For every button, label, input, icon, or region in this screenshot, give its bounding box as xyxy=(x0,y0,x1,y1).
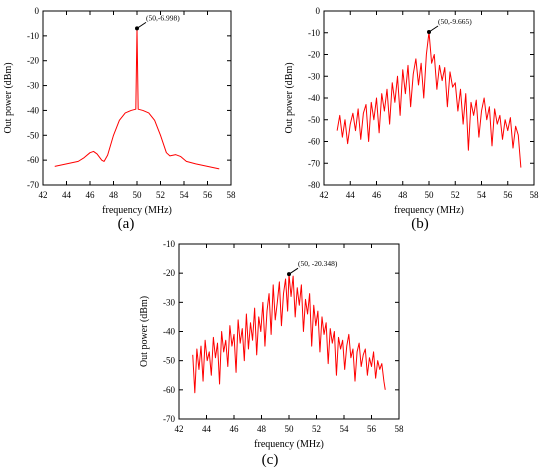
x-axis-label: frequency (MHz) xyxy=(394,205,464,216)
y-tick-label: -50 xyxy=(308,115,320,125)
annotation-arrow xyxy=(288,267,299,275)
x-tick-label: 58 xyxy=(530,190,540,200)
x-tick-label: 44 xyxy=(62,190,72,200)
x-tick-label: 52 xyxy=(156,190,165,200)
x-tick-label: 54 xyxy=(477,190,487,200)
x-tick-label: 48 xyxy=(257,424,267,434)
y-tick-label: -80 xyxy=(308,180,320,190)
annotation-label: (50, -20.348) xyxy=(298,259,338,268)
x-tick-label: 54 xyxy=(340,424,350,434)
x-tick-label: 56 xyxy=(367,424,377,434)
annotation-arrow xyxy=(136,21,147,29)
y-tick-label: -40 xyxy=(163,327,175,337)
x-tick-label: 52 xyxy=(312,424,321,434)
x-tick-label: 50 xyxy=(133,190,143,200)
y-tick-label: -30 xyxy=(27,81,39,91)
x-tick-label: 52 xyxy=(451,190,460,200)
x-tick-label: 42 xyxy=(320,190,329,200)
y-tick-label: -40 xyxy=(308,93,320,103)
x-axis-label: frequency (MHz) xyxy=(102,205,172,216)
y-tick-label: -10 xyxy=(308,28,320,38)
x-tick-label: 46 xyxy=(86,190,96,200)
x-tick-label: 56 xyxy=(503,190,513,200)
y-axis-label: Out power (dBm) xyxy=(284,62,295,133)
y-tick-label: -20 xyxy=(308,50,320,60)
x-tick-label: 54 xyxy=(180,190,190,200)
chart-c: 42 44 46 48 50 52 54 56 58 -10 -20 -30 -40 -50 -60 -70 f… xyxy=(139,239,404,468)
panel-label: (b) xyxy=(411,216,429,232)
x-tick-label: 48 xyxy=(109,190,119,200)
chart-a: 42 44 46 48 50 52 54 56 58 0 -10 -20 -30 -40 -50 -60 -70… xyxy=(3,6,236,232)
plot-frame xyxy=(178,243,400,420)
x-tick-label: 58 xyxy=(227,190,237,200)
x-tick-label: 50 xyxy=(285,424,295,434)
x-tick-label: 48 xyxy=(398,190,408,200)
x-tick-label: 44 xyxy=(202,424,212,434)
x-tick-label: 58 xyxy=(395,424,405,434)
y-tick-label: -70 xyxy=(27,180,39,190)
x-tick-label: 50 xyxy=(425,190,435,200)
x-tick-label: 42 xyxy=(39,190,48,200)
y-tick-label: -50 xyxy=(163,356,175,366)
annotation-label: (50,-9.665) xyxy=(438,17,472,26)
y-tick-label: -30 xyxy=(308,71,320,81)
y-axis-label: Out power (dBm) xyxy=(139,296,150,367)
x-tick-label: 42 xyxy=(175,424,184,434)
y-tick-label: -30 xyxy=(163,297,175,307)
annotation-arrow xyxy=(428,25,439,33)
annotation-label: (50,-6.998) xyxy=(146,13,180,22)
y-tick-label: -10 xyxy=(163,239,175,249)
x-tick-label: 46 xyxy=(230,424,240,434)
y-tick-label: -10 xyxy=(27,31,39,41)
y-tick-label: 0 xyxy=(35,6,40,16)
panel-label: (a) xyxy=(118,216,135,232)
y-tick-label: -20 xyxy=(163,268,175,278)
chart-b: 42 44 46 48 50 52 54 56 58 0 -10 -20 -30 -40 -50 -60 -70… xyxy=(284,6,539,232)
y-tick-label: -60 xyxy=(308,137,320,147)
panel-label: (c) xyxy=(262,452,279,468)
y-tick-label: 0 xyxy=(316,6,321,16)
series-line xyxy=(192,273,386,394)
x-axis-label: frequency (MHz) xyxy=(254,439,324,450)
y-tick-label: -60 xyxy=(163,385,175,395)
y-tick-label: -70 xyxy=(163,414,175,424)
y-tick-label: -50 xyxy=(27,130,39,140)
x-tick-label: 46 xyxy=(372,190,382,200)
y-tick-label: -40 xyxy=(27,105,39,115)
series-line xyxy=(336,31,522,168)
y-tick-label: -60 xyxy=(27,155,39,165)
y-axis-label: Out power (dBm) xyxy=(3,62,14,133)
x-tick-label: 56 xyxy=(203,190,213,200)
y-tick-label: -70 xyxy=(308,158,320,168)
x-tick-label: 44 xyxy=(346,190,356,200)
series-line xyxy=(54,27,220,170)
y-tick-label: -20 xyxy=(27,56,39,66)
